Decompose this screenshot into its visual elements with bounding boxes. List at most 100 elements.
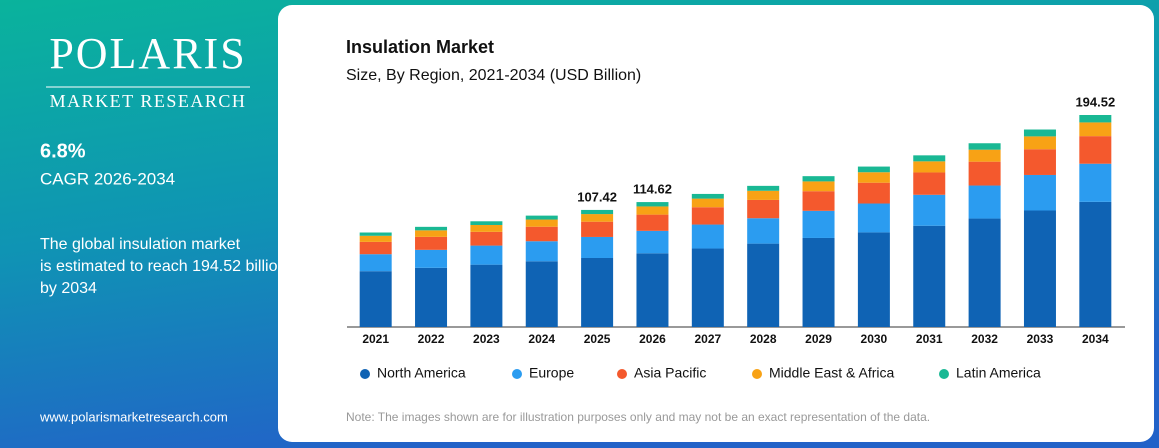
- x-tick-label: 2032: [971, 332, 998, 346]
- note: Note: The images shown are for illustrat…: [346, 410, 930, 424]
- legend-marker: [617, 369, 627, 379]
- bar-segment: [913, 194, 946, 226]
- bar-segment: [415, 249, 448, 268]
- bar-segment: [913, 161, 946, 173]
- summary: The global insulation market is estimated…: [40, 236, 286, 297]
- bar-segment: [913, 172, 946, 195]
- bar-segment: [470, 231, 503, 246]
- bar-segment: [747, 218, 780, 244]
- bar-segment: [857, 203, 890, 233]
- bar-segment: [415, 267, 448, 327]
- bar-segment: [581, 236, 614, 258]
- bar-segment: [636, 214, 669, 231]
- legend-marker: [939, 369, 949, 379]
- bar-segment: [636, 230, 669, 254]
- x-tick-label: 2025: [584, 332, 611, 346]
- legend-marker: [752, 369, 762, 379]
- bar-segment: [1079, 136, 1112, 164]
- legend-label: Europe: [529, 365, 574, 381]
- bar-segment: [1023, 210, 1056, 327]
- bar-segment: [857, 182, 890, 204]
- x-tick-label: 2021: [362, 332, 389, 346]
- bar-segment: [636, 253, 669, 327]
- legend-marker: [512, 369, 522, 379]
- x-tick-label: 2030: [861, 332, 888, 346]
- bar-segment: [581, 257, 614, 327]
- bar-segment: [525, 241, 558, 262]
- bar-segment: [1079, 122, 1112, 137]
- bar-segment: [747, 199, 780, 219]
- summary-line: by 2034: [40, 280, 97, 297]
- bar-segment: [802, 191, 835, 211]
- cagr-label: CAGR 2026-2034: [40, 169, 175, 188]
- bar-segment: [415, 230, 448, 237]
- bar-segment: [747, 185, 780, 191]
- chart-title: Insulation Market: [346, 37, 494, 57]
- brand-tagline: MARKET RESEARCH: [50, 91, 247, 111]
- total-label: 194.52: [1075, 94, 1115, 109]
- bar-segment: [1023, 136, 1056, 150]
- bar-segment: [470, 245, 503, 265]
- bar-segment: [747, 190, 780, 200]
- bar-segment: [470, 224, 503, 232]
- bar-segment: [802, 176, 835, 182]
- bar-segment: [359, 232, 392, 236]
- bar-segment: [359, 241, 392, 255]
- legend-label: Asia Pacific: [634, 365, 706, 381]
- bar-segment: [802, 237, 835, 327]
- legend-marker: [360, 369, 370, 379]
- cagr-value: 6.8%: [40, 140, 86, 162]
- bar-segment: [636, 202, 669, 207]
- bar-segment: [1079, 163, 1112, 202]
- chart-subtitle: Size, By Region, 2021-2034 (USD Billion): [346, 67, 641, 84]
- x-tick-label: 2024: [528, 332, 555, 346]
- bar-segment: [1023, 174, 1056, 211]
- bar-segment: [968, 218, 1001, 327]
- x-tick-label: 2022: [418, 332, 445, 346]
- bar-segment: [691, 248, 724, 327]
- total-label: 107.42: [577, 189, 617, 204]
- legend-label: Latin America: [956, 365, 1041, 381]
- x-tick-label: 2029: [805, 332, 832, 346]
- bar-segment: [913, 225, 946, 327]
- bar-segment: [525, 215, 558, 220]
- bar-segment: [968, 143, 1001, 150]
- bar-segment: [691, 224, 724, 249]
- total-label: 114.62: [633, 182, 672, 197]
- website: www.polarismarketresearch.com: [39, 409, 228, 424]
- bar-segment: [581, 214, 614, 222]
- bar-segment: [913, 155, 946, 162]
- bar-segment: [691, 193, 724, 199]
- bar-segment: [359, 235, 392, 242]
- bar-segment: [968, 161, 1001, 186]
- bar-segment: [525, 261, 558, 327]
- bar-segment: [968, 185, 1001, 219]
- x-tick-label: 2034: [1082, 332, 1109, 346]
- x-tick-label: 2023: [473, 332, 500, 346]
- summary-line: The global insulation market: [40, 236, 241, 253]
- bar-segment: [1023, 149, 1056, 175]
- bar-segment: [747, 243, 780, 327]
- legend-label: Middle East & Africa: [769, 365, 894, 381]
- bar-segment: [1023, 129, 1056, 137]
- bar-segment: [857, 232, 890, 327]
- x-tick-label: 2033: [1027, 332, 1054, 346]
- brand-name: POLARIS: [49, 29, 246, 78]
- bar-segment: [636, 206, 669, 215]
- bar-segment: [691, 198, 724, 208]
- summary-line: is estimated to reach 194.52 billion: [40, 258, 286, 275]
- bar-segment: [857, 166, 890, 173]
- bar-segment: [415, 226, 448, 231]
- bar-segment: [581, 221, 614, 237]
- bar-segment: [857, 172, 890, 183]
- x-tick-label: 2028: [750, 332, 777, 346]
- bar-segment: [525, 226, 558, 242]
- bar-segment: [359, 254, 392, 272]
- x-tick-label: 2031: [916, 332, 943, 346]
- legend-label: North America: [377, 365, 466, 381]
- bar-segment: [581, 209, 614, 215]
- bar-segment: [470, 264, 503, 327]
- bar-segment: [415, 236, 448, 250]
- x-tick-label: 2027: [694, 332, 721, 346]
